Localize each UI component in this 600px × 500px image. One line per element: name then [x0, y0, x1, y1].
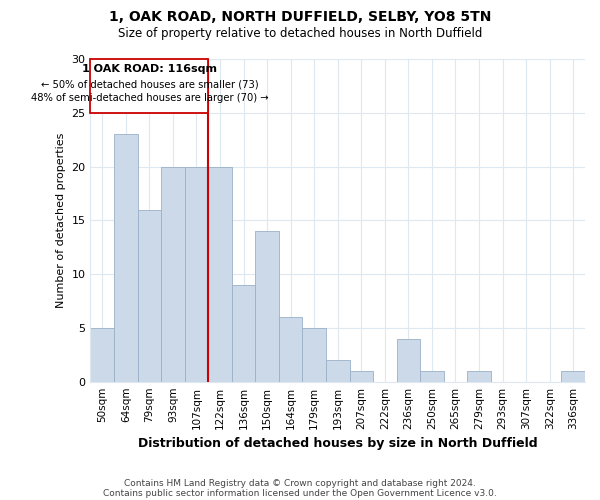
Bar: [302, 328, 326, 382]
Bar: [397, 338, 420, 382]
Bar: [232, 285, 256, 382]
Text: Size of property relative to detached houses in North Duffield: Size of property relative to detached ho…: [118, 28, 482, 40]
Bar: [420, 371, 444, 382]
FancyBboxPatch shape: [91, 59, 208, 113]
Bar: [279, 317, 302, 382]
Bar: [114, 134, 137, 382]
X-axis label: Distribution of detached houses by size in North Duffield: Distribution of detached houses by size …: [138, 437, 538, 450]
Y-axis label: Number of detached properties: Number of detached properties: [56, 132, 66, 308]
Bar: [326, 360, 350, 382]
Bar: [137, 210, 161, 382]
Bar: [562, 371, 585, 382]
Bar: [256, 231, 279, 382]
Bar: [185, 166, 208, 382]
Text: Contains HM Land Registry data © Crown copyright and database right 2024.: Contains HM Land Registry data © Crown c…: [124, 478, 476, 488]
Bar: [208, 166, 232, 382]
Text: 1 OAK ROAD: 116sqm: 1 OAK ROAD: 116sqm: [82, 64, 217, 74]
Text: 1, OAK ROAD, NORTH DUFFIELD, SELBY, YO8 5TN: 1, OAK ROAD, NORTH DUFFIELD, SELBY, YO8 …: [109, 10, 491, 24]
Bar: [350, 371, 373, 382]
Text: ← 50% of detached houses are smaller (73): ← 50% of detached houses are smaller (73…: [41, 80, 258, 90]
Bar: [161, 166, 185, 382]
Text: 48% of semi-detached houses are larger (70) →: 48% of semi-detached houses are larger (…: [31, 94, 268, 104]
Text: Contains public sector information licensed under the Open Government Licence v3: Contains public sector information licen…: [103, 488, 497, 498]
Bar: [467, 371, 491, 382]
Bar: [91, 328, 114, 382]
